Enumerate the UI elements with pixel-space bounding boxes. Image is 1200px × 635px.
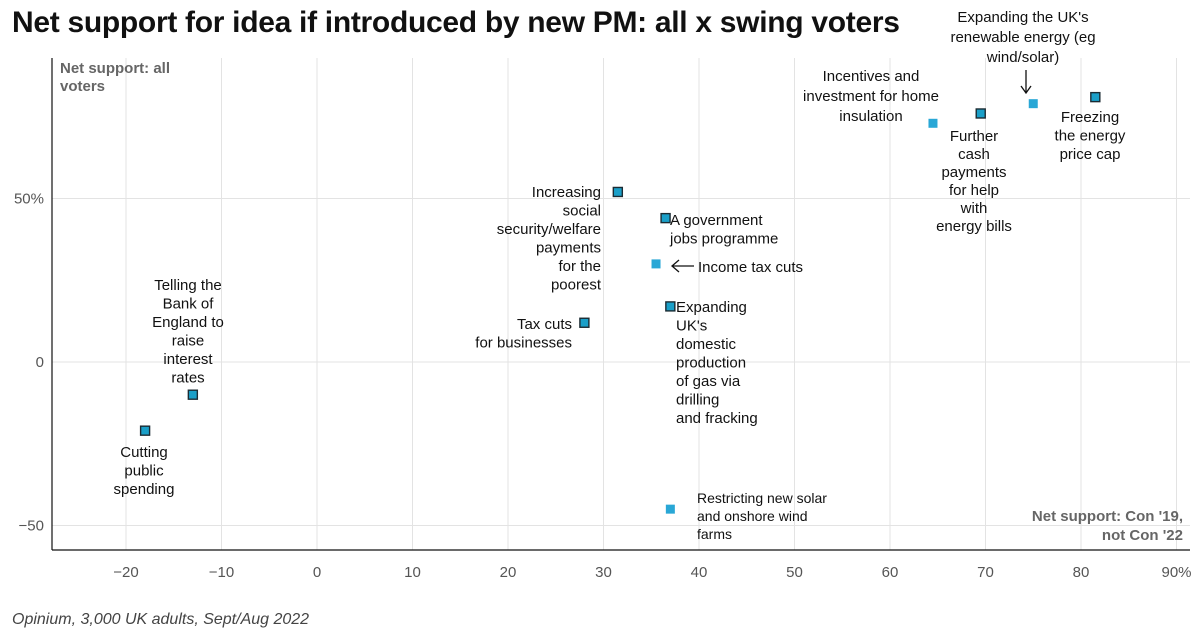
point-labels: Cutting public spending Telling the Bank of E… — [114, 9, 1126, 542]
point-label: Income tax cuts — [698, 259, 803, 276]
data-point — [187, 389, 199, 400]
point-label: Further cash payments for help with energy bi… — [936, 128, 1012, 235]
data-point — [651, 259, 661, 269]
data-point — [660, 212, 671, 224]
x-tick-label: 60 — [882, 564, 899, 581]
x-axis-note: not Con '22 — [1102, 527, 1183, 544]
x-axis-note: Net support: Con '19, — [1032, 508, 1183, 525]
point-label: Restricting new solar and onshore wind far… — [697, 490, 827, 542]
x-tick-label: 50 — [786, 564, 803, 581]
x-tick-label: 10 — [404, 564, 421, 581]
data-point — [1090, 91, 1101, 103]
point-label: Cutting public spending — [114, 444, 175, 498]
x-tick-label: 40 — [691, 564, 708, 581]
data-points — [139, 91, 1101, 514]
point-label: Incentives and investment for home insulat… — [803, 68, 939, 125]
x-tick-label: 0 — [313, 564, 321, 581]
chart-source: Opinium, 3,000 UK adults, Sept/Aug 2022 — [12, 611, 310, 628]
x-tick-label: −10 — [209, 564, 234, 581]
point-label: Expanding the UK's renewable energy (eg wi… — [950, 9, 1095, 66]
x-tick-label: 90% — [1161, 564, 1191, 581]
point-label: A government jobs programme — [669, 212, 778, 248]
data-point — [665, 301, 676, 312]
arrow-income-tax — [671, 259, 694, 273]
chart-title: Net support for idea if introduced by ne… — [12, 6, 900, 39]
axes — [51, 58, 1190, 551]
x-tick-label: 70 — [977, 564, 994, 581]
data-point — [1028, 99, 1038, 109]
x-tick-label: 20 — [500, 564, 517, 581]
y-tick-label: 0 — [36, 354, 44, 371]
grid-lines — [52, 58, 1190, 550]
data-point — [579, 317, 590, 328]
x-tick-label: 30 — [595, 564, 612, 581]
annotation-arrows — [671, 70, 1032, 273]
data-point — [928, 118, 938, 128]
data-point — [139, 425, 151, 436]
point-label: Freezing the energy price cap — [1055, 109, 1126, 163]
y-tick-label: 50% — [14, 191, 44, 208]
point-label: Increasing social security/welfare payments… — [497, 184, 602, 294]
x-tick-label: 80 — [1073, 564, 1090, 581]
x-tick-label: −20 — [113, 564, 138, 581]
tick-labels: −20 −10 0 10 20 30 40 50 60 70 80 90% −50 0 50% — [14, 191, 1192, 582]
data-point — [665, 504, 675, 514]
point-label: Telling the Bank of England to raise interes… — [152, 277, 224, 387]
y-axis-note: voters — [60, 78, 105, 95]
y-tick-label: −50 — [19, 518, 44, 535]
data-point — [612, 186, 624, 198]
y-axis-note: Net support: all — [60, 60, 170, 77]
data-point — [975, 108, 986, 119]
point-label: Expanding UK's domestic production of gas vi… — [676, 299, 758, 427]
arrow-renewable-energy — [1020, 70, 1032, 95]
point-label: Tax cuts for businesses — [475, 316, 572, 352]
